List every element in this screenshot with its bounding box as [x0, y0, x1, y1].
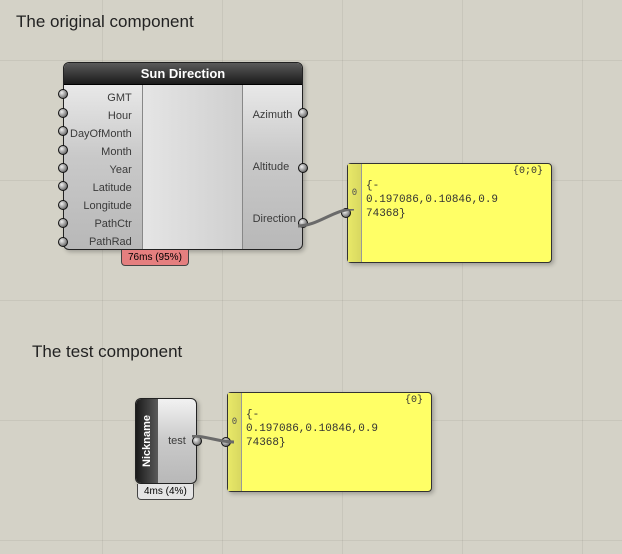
input-label: Year — [70, 161, 132, 179]
sun-direction-component[interactable]: Sun Direction GMTHourDayOfMonthMonthYear… — [63, 62, 303, 250]
output-panel-1[interactable]: 0 {0;0} {- 0.197086,0.10846,0.9 74368} — [347, 163, 552, 263]
caption-original: The original component — [16, 12, 194, 32]
output-grip[interactable] — [298, 108, 308, 118]
component-title: Nickname — [136, 399, 158, 483]
input-label: DayOfMonth — [70, 125, 132, 143]
input-grip[interactable] — [58, 145, 68, 155]
profiler-badge-test: 4ms (4%) — [137, 484, 194, 500]
caption-test: The test component — [32, 342, 182, 362]
panel-path: {0} — [246, 395, 425, 406]
panel-input-grip[interactable] — [221, 437, 231, 447]
input-label: Hour — [70, 107, 132, 125]
input-label: Latitude — [70, 179, 132, 197]
test-component[interactable]: Nickname test — [135, 398, 197, 484]
panel-path: {0;0} — [366, 166, 545, 177]
panel-input-grip[interactable] — [341, 208, 351, 218]
component-body — [143, 85, 243, 249]
output-label: test — [168, 435, 186, 447]
input-label: Longitude — [70, 197, 132, 215]
output-column: Azimuth Altitude Direction — [243, 85, 302, 249]
input-grip[interactable] — [58, 163, 68, 173]
input-label: PathCtr — [70, 215, 132, 233]
output-label: Azimuth — [253, 106, 296, 124]
panel-text: {- 0.197086,0.10846,0.9 74368} — [366, 179, 545, 221]
output-label: Altitude — [253, 158, 296, 176]
input-grip[interactable] — [58, 108, 68, 118]
profiler-badge-sun: 76ms (95%) — [121, 250, 189, 266]
input-label: PathRad — [70, 233, 132, 251]
input-grip[interactable] — [58, 237, 68, 247]
output-panel-2[interactable]: 0 {0} {- 0.197086,0.10846,0.9 74368} — [227, 392, 432, 492]
output-grip-test[interactable] — [192, 436, 202, 446]
input-column: GMTHourDayOfMonthMonthYearLatitudeLongit… — [64, 85, 143, 249]
input-grip[interactable] — [58, 200, 68, 210]
output-label: Direction — [253, 210, 296, 228]
panel-text: {- 0.197086,0.10846,0.9 74368} — [246, 408, 425, 450]
input-label: GMT — [70, 89, 132, 107]
output-grip[interactable] — [298, 163, 308, 173]
component-title: Sun Direction — [64, 63, 302, 85]
input-label: Month — [70, 143, 132, 161]
